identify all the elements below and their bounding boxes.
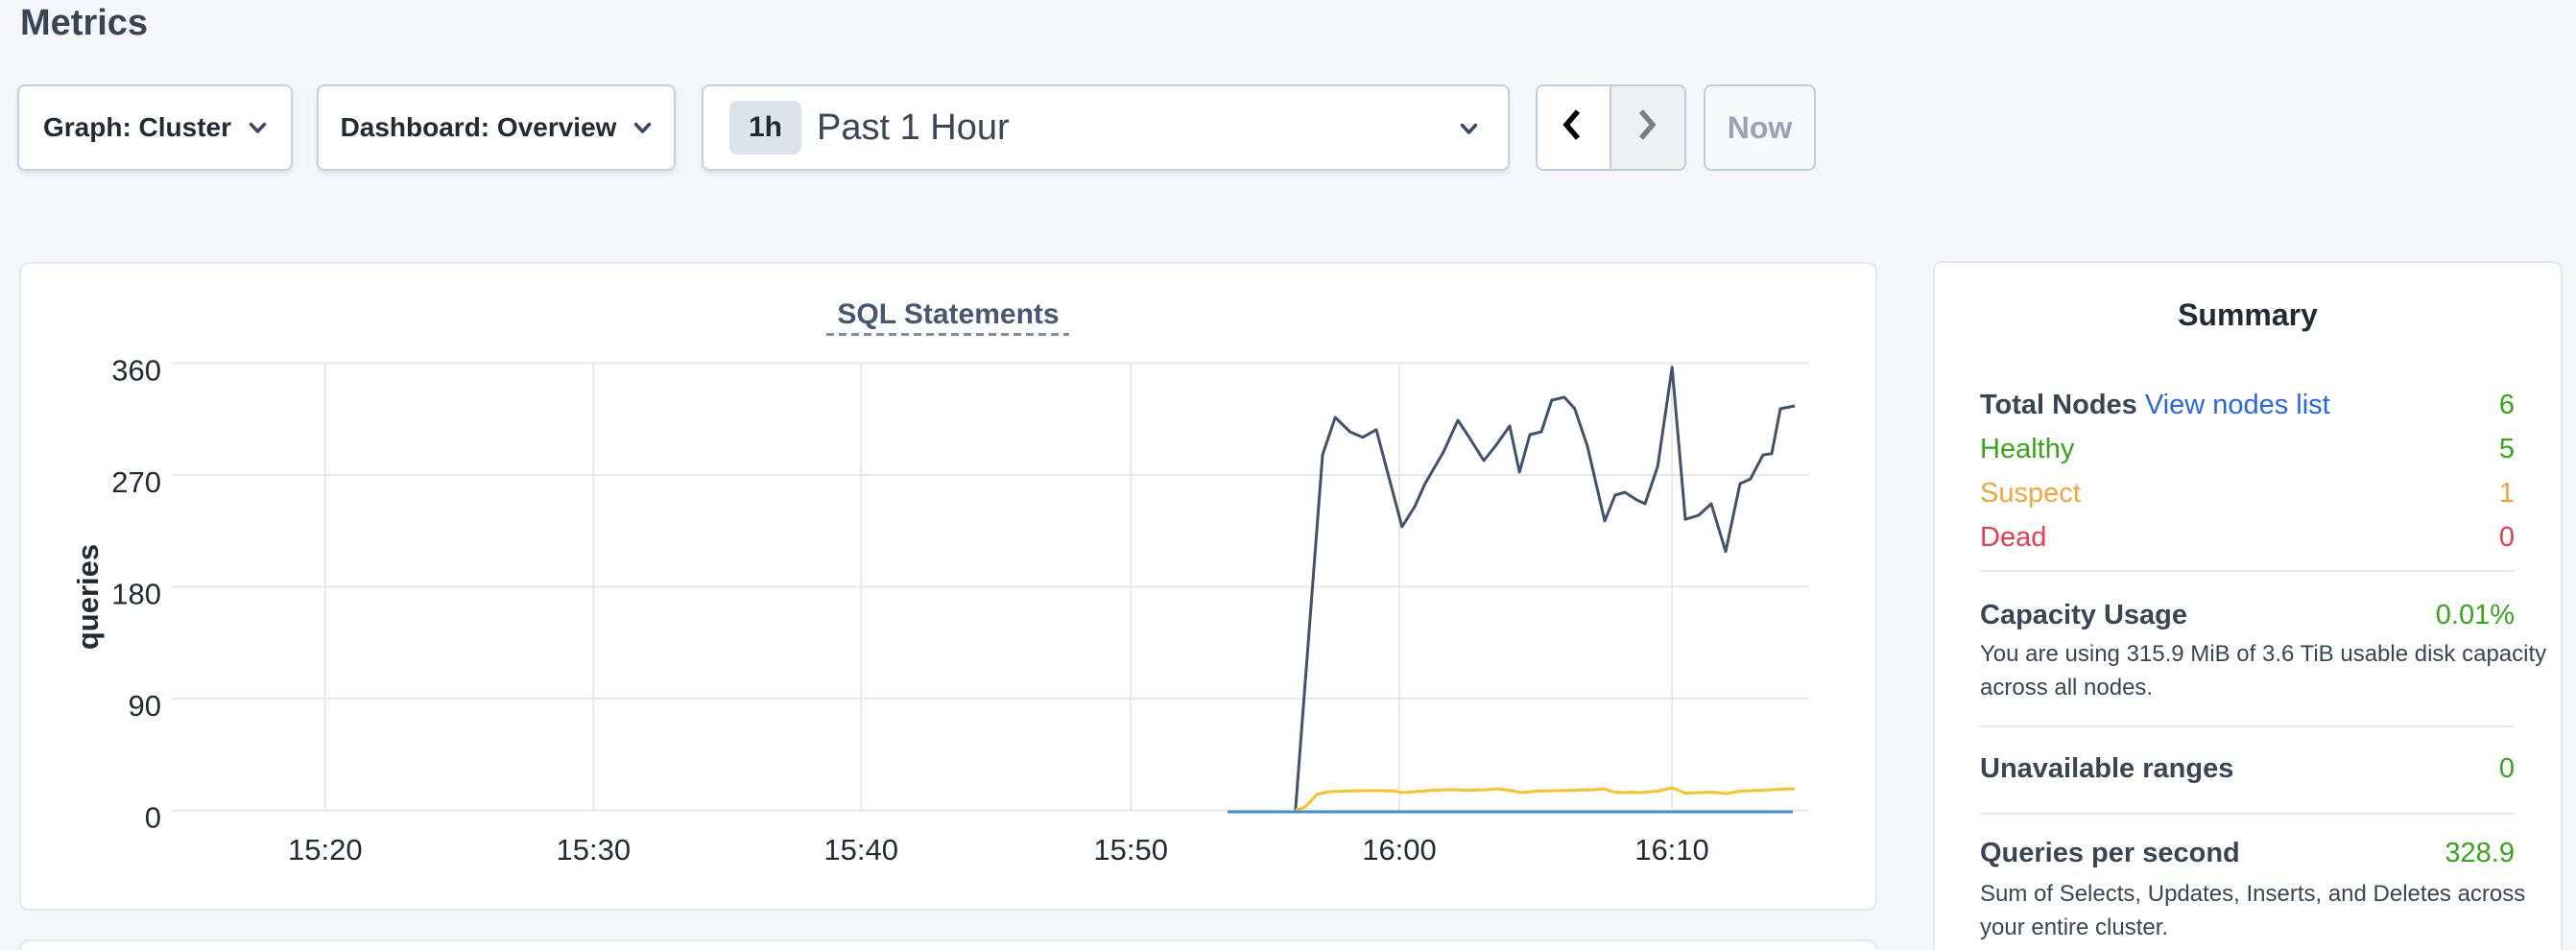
svg-text:15:20: 15:20: [288, 833, 363, 867]
svg-text:15:40: 15:40: [823, 833, 898, 867]
svg-text:15:50: 15:50: [1093, 833, 1168, 867]
svg-text:15:30: 15:30: [557, 833, 632, 867]
svg-text:16:00: 16:00: [1362, 833, 1437, 867]
svg-text:180: 180: [111, 578, 161, 611]
svg-text:0: 0: [145, 801, 161, 835]
svg-text:queries: queries: [71, 544, 105, 650]
svg-text:360: 360: [111, 354, 161, 388]
svg-text:90: 90: [129, 689, 161, 723]
svg-text:16:10: 16:10: [1634, 833, 1709, 867]
svg-text:270: 270: [111, 465, 161, 499]
